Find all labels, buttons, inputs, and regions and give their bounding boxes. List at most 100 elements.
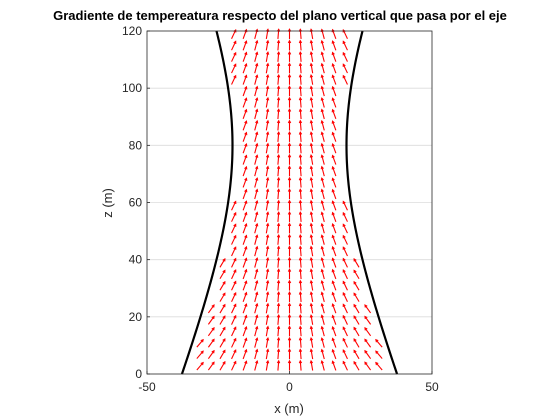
vector-arrow	[242, 257, 248, 268]
vector-arrow	[309, 256, 314, 268]
vector-arrow	[309, 211, 314, 222]
vector-arrow	[342, 257, 348, 268]
vector-arrow	[342, 337, 348, 348]
vector-arrow	[276, 302, 281, 314]
vector-arrow	[242, 143, 248, 154]
vector-arrow	[320, 211, 325, 222]
vector-arrow	[309, 199, 314, 211]
vector-arrow	[287, 119, 292, 131]
vector-arrow	[231, 269, 237, 280]
vector-arrow	[353, 303, 360, 314]
vector-arrow	[298, 245, 303, 257]
vector-arrow	[254, 337, 259, 348]
vector-arrow	[287, 211, 292, 222]
vector-arrow	[242, 291, 248, 302]
vector-arrow	[331, 211, 337, 222]
vector-arrow	[320, 74, 325, 85]
vector-arrow	[309, 96, 314, 108]
vector-arrow	[309, 188, 314, 200]
vector-arrow	[231, 211, 237, 222]
vector-arrow	[309, 314, 314, 325]
vector-arrow	[309, 154, 314, 165]
vector-arrow	[309, 336, 314, 348]
vector-arrow	[320, 234, 325, 245]
vector-arrow	[298, 131, 303, 142]
vector-arrow	[342, 280, 348, 291]
vector-arrow	[254, 291, 259, 303]
vector-arrow	[231, 291, 237, 302]
vector-arrow	[375, 350, 383, 359]
vector-arrow	[287, 279, 292, 291]
vector-arrow	[276, 153, 281, 165]
vector-arrow	[309, 176, 314, 188]
vector-arrow	[331, 234, 337, 245]
vector-arrow	[207, 315, 215, 325]
vector-arrow	[231, 40, 237, 51]
vector-arrow	[320, 257, 325, 268]
vector-arrow	[298, 211, 303, 222]
vector-arrow	[309, 51, 314, 62]
vector-arrow	[342, 360, 348, 371]
vector-arrow	[287, 302, 292, 314]
vector-arrow	[342, 314, 348, 325]
vector-arrow	[298, 119, 303, 131]
vector-arrow	[219, 360, 226, 371]
vector-arrow	[298, 336, 303, 348]
vector-arrow	[331, 40, 337, 51]
vector-arrow	[242, 154, 248, 165]
x-tick-label: -50	[138, 380, 156, 394]
vector-arrow	[231, 303, 237, 314]
vector-arrow	[298, 51, 303, 62]
y-tick-label: 60	[129, 196, 143, 210]
vector-arrow	[276, 142, 281, 154]
vector-arrow	[265, 222, 270, 234]
vector-arrow	[331, 257, 337, 268]
vector-arrow	[265, 245, 270, 257]
vector-arrow	[287, 165, 292, 177]
vector-arrow	[287, 256, 292, 268]
vector-arrow	[287, 131, 292, 142]
vector-arrow	[265, 279, 270, 291]
vector-arrow	[242, 360, 248, 371]
vector-arrow	[287, 62, 292, 74]
x-tick-label: 0	[286, 380, 293, 394]
y-tick-label: 120	[122, 24, 142, 38]
vector-arrow	[276, 256, 281, 268]
vector-arrow	[287, 96, 292, 108]
vector-arrow	[242, 325, 248, 337]
vector-arrow	[276, 245, 281, 257]
vector-arrow	[242, 177, 248, 188]
vector-arrow	[298, 96, 303, 108]
vector-arrow	[342, 211, 348, 222]
vector-arrow	[207, 304, 215, 314]
vector-arrow	[331, 62, 337, 74]
boundary-right	[345, 30, 399, 375]
vector-arrow	[265, 51, 270, 62]
vector-arrow	[265, 85, 270, 97]
y-tick-label: 40	[129, 253, 143, 267]
vector-arrow	[254, 188, 259, 200]
vector-arrow	[320, 199, 325, 211]
vector-arrow	[320, 131, 325, 142]
vector-arrow	[331, 120, 337, 131]
vector-arrow	[353, 360, 360, 371]
vector-arrow	[287, 314, 292, 325]
vector-arrow	[331, 108, 337, 120]
vector-arrow	[265, 62, 270, 74]
vector-arrow	[242, 40, 248, 51]
vector-arrow	[298, 165, 303, 177]
vector-arrow	[320, 154, 325, 165]
vector-arrow	[254, 51, 259, 62]
vector-arrow	[287, 199, 292, 211]
vector-arrow	[231, 360, 237, 371]
vector-arrow	[320, 165, 325, 177]
vector-arrow	[276, 85, 281, 97]
vector-arrow	[196, 361, 204, 371]
vector-arrow	[207, 349, 215, 360]
vector-arrow	[375, 361, 383, 371]
vector-arrow	[298, 268, 303, 280]
vector-arrow	[254, 85, 259, 97]
vector-arrow	[331, 97, 337, 108]
vector-arrow	[309, 85, 314, 97]
